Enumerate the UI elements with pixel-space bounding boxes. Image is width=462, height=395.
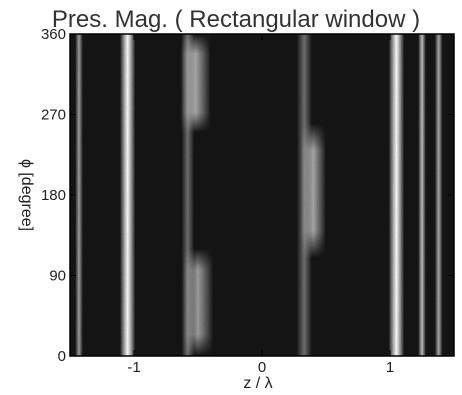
y-tick-label: 180 (41, 187, 66, 204)
x-tick-label: 1 (386, 359, 394, 376)
y-tick-label: 90 (49, 268, 66, 285)
heatmap-band-2 (119, 34, 136, 356)
heatmap-band-1 (75, 34, 83, 356)
heatmap-band-7 (296, 34, 312, 356)
heatmap-bands (75, 34, 443, 356)
plot-area (70, 34, 454, 356)
chart-title: Pres. Mag. ( Rectangular window ) (52, 6, 420, 33)
y-axis-label: ϕ [degree] (18, 159, 35, 231)
heatmap-band-9 (418, 34, 426, 356)
heatmap-band-10 (434, 34, 443, 356)
x-axis-label: z / λ (243, 375, 272, 392)
x-tick-label: -1 (127, 359, 140, 376)
x-tick-label: 0 (258, 359, 266, 376)
y-axis-ticks: 0 90 180 270 360 (41, 26, 454, 365)
y-tick-label: 270 (41, 107, 66, 124)
heatmap-band-5 (181, 34, 195, 356)
x-axis-ticks: -1 0 1 (127, 34, 394, 376)
y-tick-label: 0 (58, 348, 66, 365)
heatmap-band-8 (388, 34, 405, 356)
y-tick-label: 360 (41, 26, 66, 43)
